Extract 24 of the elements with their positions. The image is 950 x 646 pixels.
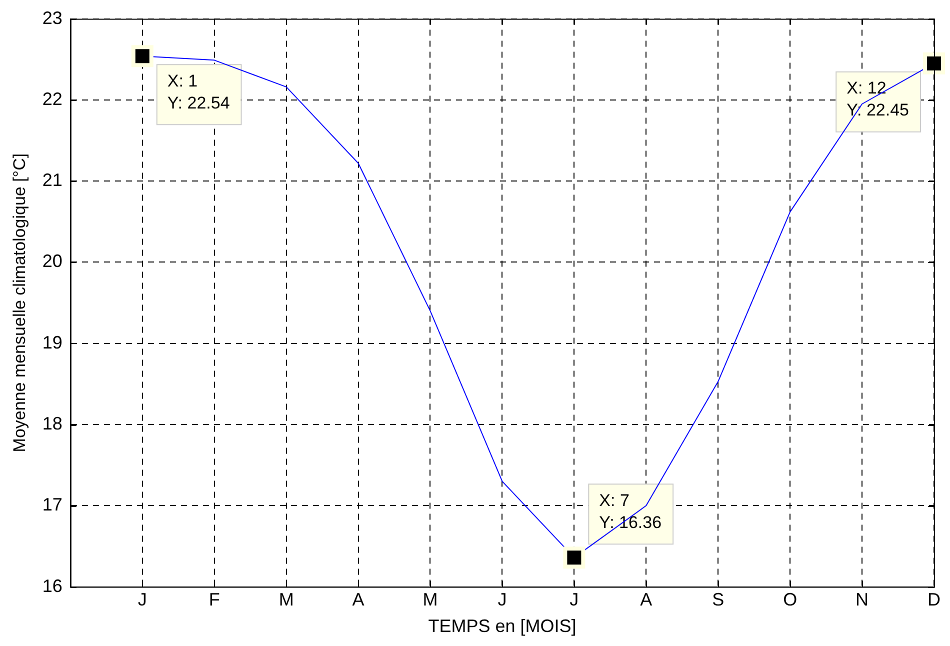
x-tick-label: A (640, 590, 652, 610)
x-tick-label: J (570, 590, 579, 610)
y-tick-label: 18 (42, 413, 62, 434)
y-tick-label: 21 (42, 170, 62, 190)
y-tick-label: 19 (42, 332, 62, 352)
y-tick-label: 22 (42, 88, 62, 109)
y-tick-label: 17 (42, 494, 62, 515)
annotation: X: 7 Y: 16.36 (599, 490, 662, 532)
x-tick-label: O (783, 590, 798, 610)
x-tick-label: M (422, 590, 438, 610)
x-tick-label: J (138, 590, 147, 610)
y-tick-label: 20 (42, 251, 62, 272)
x-tick-label: A (352, 590, 364, 610)
x-axis-title: TEMPS en [MOIS] (428, 616, 576, 636)
x-tick-label: F (208, 590, 220, 610)
x-tick-label: N (856, 590, 869, 610)
x-tick-label: D (928, 590, 940, 610)
x-tick-label: S (712, 590, 724, 610)
y-tick-label: 23 (42, 8, 62, 28)
y-tick-label: 16 (42, 576, 62, 596)
x-tick-label: J (498, 590, 507, 610)
x-tick-label: M (278, 590, 294, 610)
annotation: X: 1 Y: 22.54 (167, 71, 230, 112)
y-axis-title: Moyenne mensuelle climatologique [°C] (10, 153, 29, 452)
